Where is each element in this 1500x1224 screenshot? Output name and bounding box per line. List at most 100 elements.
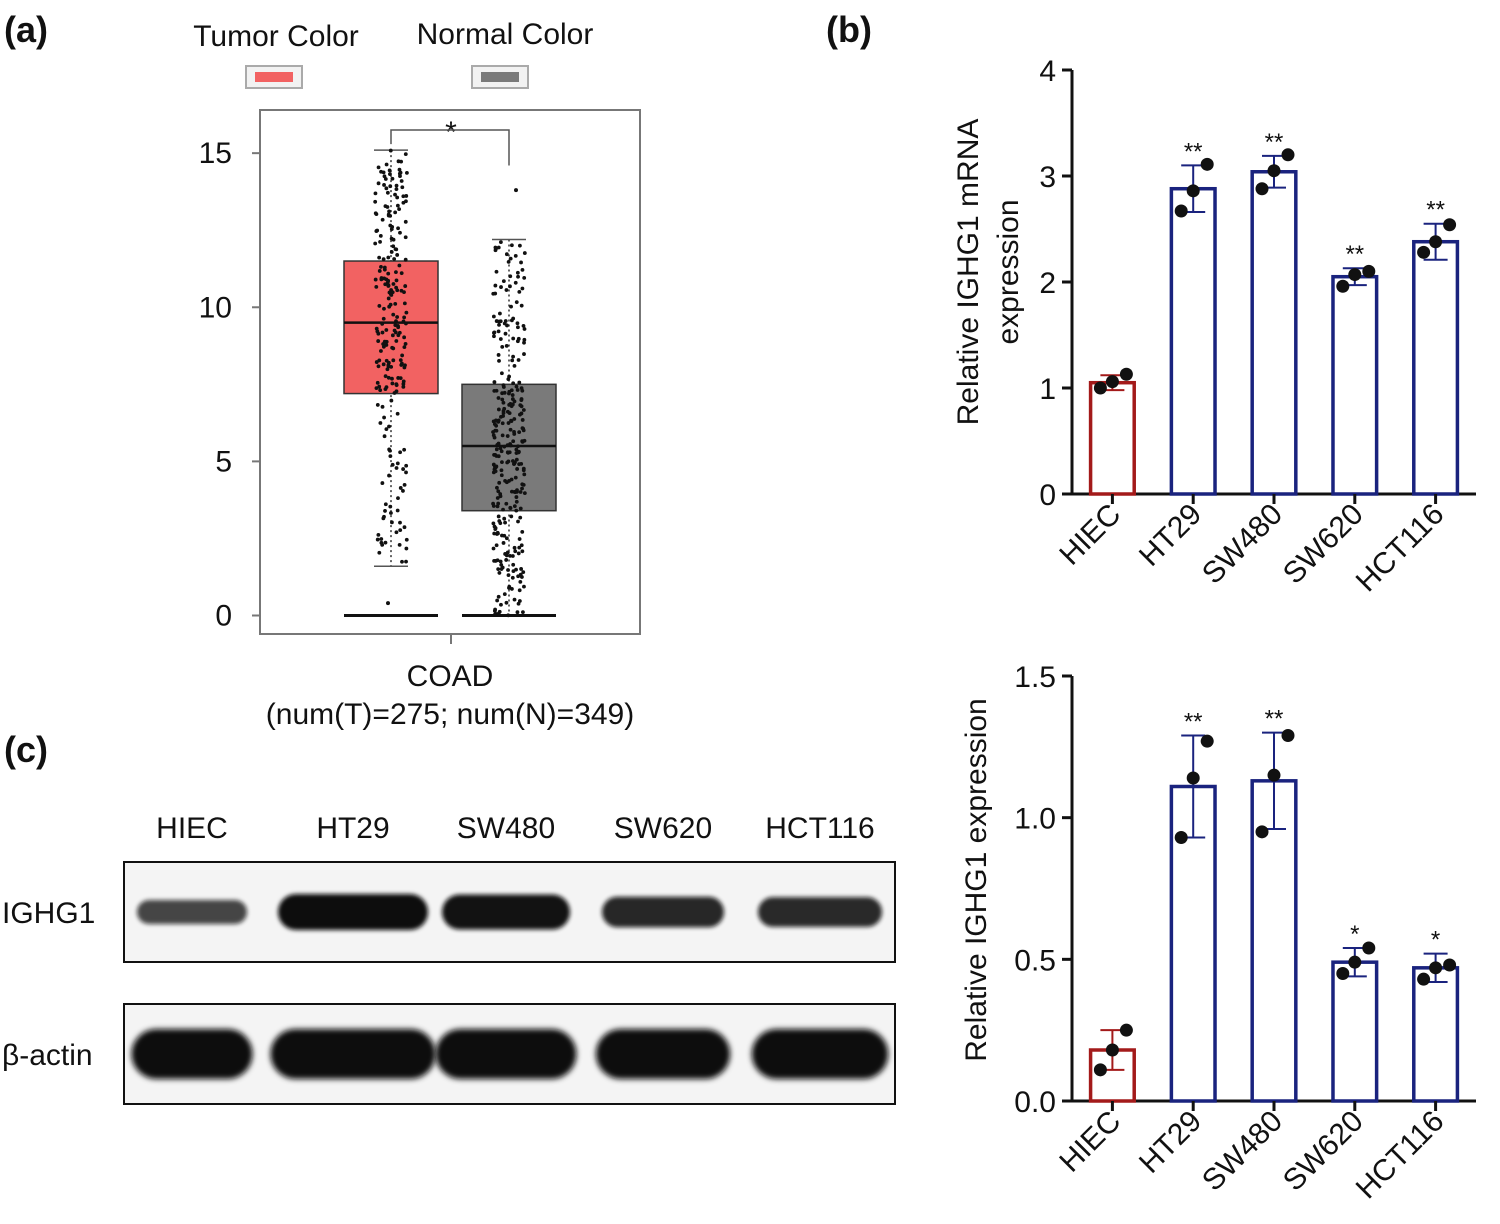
box-point [400, 353, 405, 358]
box-point [392, 328, 397, 333]
box-point [374, 212, 379, 216]
box-point [514, 495, 519, 499]
box-point [388, 223, 393, 228]
box-point [499, 473, 504, 478]
box-point [497, 358, 501, 363]
bar-group-sw480: ** [1250, 706, 1298, 1103]
significance-label: ** [1184, 138, 1203, 165]
box-point [383, 502, 388, 507]
box-point [402, 345, 407, 349]
box-point [493, 527, 498, 532]
box-point [522, 584, 526, 589]
box-point [400, 559, 404, 564]
box-point [499, 371, 504, 376]
box-point [386, 278, 391, 283]
box-point [500, 533, 504, 538]
box-point [493, 248, 498, 253]
box-point [498, 446, 503, 451]
data-point [1362, 941, 1376, 955]
box-point [379, 349, 383, 353]
box-point [376, 339, 381, 343]
box-point [511, 439, 516, 444]
box-point [399, 361, 404, 366]
box-point [497, 571, 502, 575]
box-point [505, 409, 510, 414]
box-point [390, 376, 394, 381]
box-point [380, 321, 385, 326]
box-point [402, 447, 407, 452]
box-point [498, 337, 503, 341]
box-point [396, 496, 400, 501]
box-point [500, 421, 505, 426]
data-point [1281, 148, 1295, 162]
box-y-tick-label: 0 [215, 600, 232, 633]
box-point [504, 536, 509, 541]
box-point [499, 567, 504, 571]
box-point [389, 250, 394, 254]
box-point [398, 230, 402, 235]
box-point [502, 516, 507, 521]
box-point [402, 482, 407, 487]
box-point [404, 310, 409, 315]
data-point [1105, 1043, 1119, 1057]
box-point [520, 426, 525, 431]
box-point [509, 514, 514, 519]
box-point [382, 415, 386, 420]
data-point [1443, 958, 1457, 972]
box-point [510, 587, 514, 591]
box-point [501, 385, 506, 389]
box-point [522, 491, 527, 496]
box-point [394, 183, 399, 188]
box-point [499, 449, 504, 454]
box-significance-bracket [390, 129, 510, 166]
blot-band [137, 900, 247, 924]
box-point [376, 532, 381, 537]
box-point [506, 568, 510, 572]
box-point [394, 270, 398, 275]
box-point [492, 380, 497, 384]
box-point [506, 259, 511, 264]
bar-group-hct116: * [1412, 927, 1460, 1103]
box-point [509, 402, 514, 407]
box-point [404, 537, 409, 542]
box-point [504, 252, 509, 257]
box-point [393, 301, 398, 306]
data-point [1336, 967, 1350, 980]
box-point [379, 276, 384, 280]
box-point [501, 279, 506, 284]
box-point [519, 398, 524, 402]
box-point [492, 334, 496, 339]
box-point [387, 209, 391, 214]
box-point [397, 167, 402, 172]
bar-group-hct116: ** [1412, 197, 1460, 496]
y-tick-label: 0.0 [1014, 1086, 1056, 1119]
box-point [502, 390, 507, 395]
box-point [515, 270, 520, 275]
box-point [403, 257, 408, 262]
box-point [496, 611, 501, 616]
box-point [498, 311, 502, 316]
box-point [495, 485, 499, 490]
box-point [502, 321, 507, 326]
box-point [391, 358, 396, 363]
box-legend: Tumor Color Normal Color [193, 18, 593, 89]
box-point [494, 428, 499, 433]
box-point [491, 546, 496, 551]
box-point [398, 358, 403, 363]
blot-row-ighg1: IGHG1 [2, 861, 896, 963]
box-point [393, 323, 398, 328]
box-point [391, 312, 396, 317]
box-point [388, 504, 393, 509]
data-point [1200, 734, 1214, 748]
box-point [396, 376, 401, 380]
box-point [517, 537, 522, 541]
box-point [494, 418, 498, 423]
box-point [378, 388, 383, 393]
box-point [507, 389, 512, 394]
box-point [385, 367, 390, 372]
box-point [386, 283, 391, 288]
box-point [378, 233, 383, 238]
box-point [393, 210, 398, 215]
box-point [493, 452, 498, 457]
box-point [382, 434, 387, 439]
